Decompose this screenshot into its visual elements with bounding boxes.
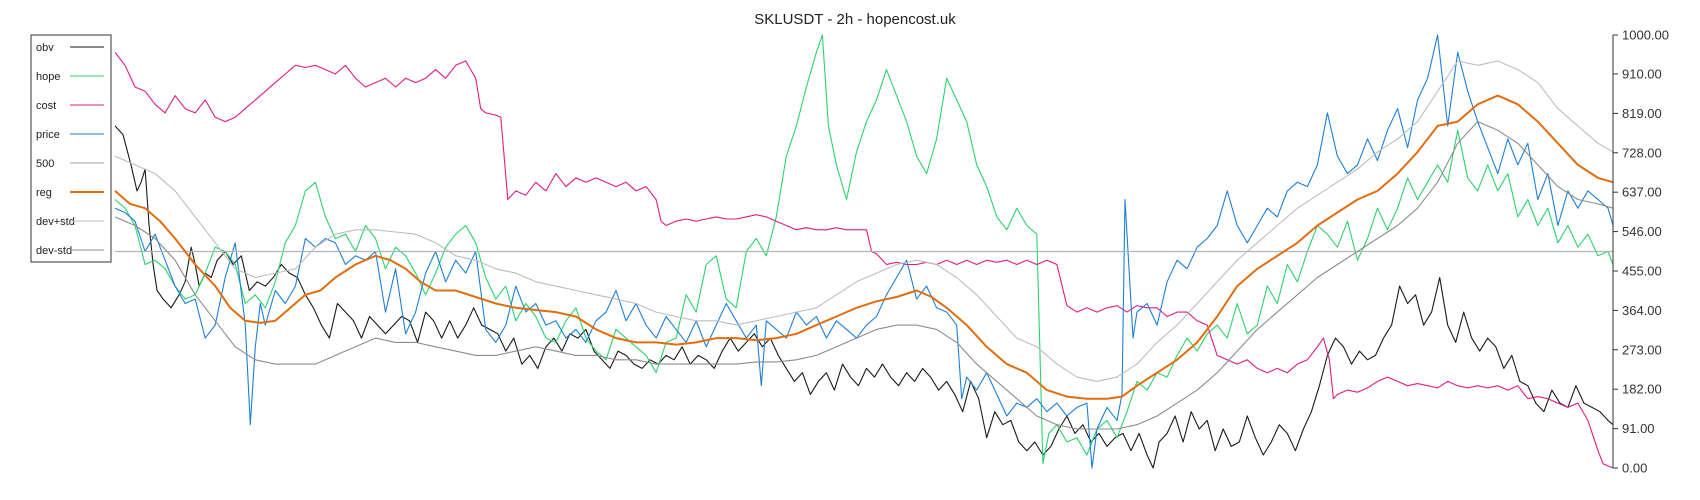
- legend-label: price: [36, 129, 60, 141]
- series-line-reg: [114, 94, 1614, 400]
- y-axis-ticks: 0.00 91.00 182.00 273.00 364.00 455.00 546.00 6…: [1613, 28, 1669, 476]
- y-tick-label: 0.00: [1622, 461, 1647, 476]
- legend-label: hope: [36, 71, 60, 83]
- series-line-dev-std: [114, 60, 1614, 382]
- y-tick-label: 91.00: [1622, 421, 1655, 436]
- y-tick-label: 182.00: [1622, 382, 1662, 397]
- legend-label: 500: [36, 158, 54, 170]
- y-tick-label: 1000.00: [1622, 28, 1669, 43]
- legend-label: cost: [36, 100, 56, 112]
- y-tick-label: 455.00: [1622, 263, 1662, 278]
- y-tick-label: 364.00: [1622, 303, 1662, 318]
- legend-box: [30, 34, 112, 263]
- y-tick-label: 546.00: [1622, 224, 1662, 239]
- legend-label: obv: [36, 42, 54, 54]
- series-line-dev-std: [114, 121, 1614, 430]
- legend-label: reg: [36, 187, 52, 199]
- y-tick-label: 637.00: [1622, 185, 1662, 200]
- series-line-obv: [114, 125, 1614, 469]
- y-tick-label: 910.00: [1622, 66, 1662, 81]
- series-line-price: [114, 34, 1614, 469]
- series-lines: [114, 34, 1614, 469]
- y-tick-label: 819.00: [1622, 106, 1662, 121]
- legend: obv hope cost price 500 reg dev+std dev-std: [30, 34, 112, 263]
- series-line-hope: [114, 34, 1614, 465]
- y-tick-label: 273.00: [1622, 342, 1662, 357]
- legend-label: dev+std: [36, 216, 75, 228]
- y-tick-label: 728.00: [1622, 145, 1662, 160]
- legend-label: dev-std: [36, 245, 72, 257]
- series-line-cost: [114, 51, 1614, 469]
- chart-title: SKLUSDT - 2h - hopencost.uk: [754, 11, 956, 28]
